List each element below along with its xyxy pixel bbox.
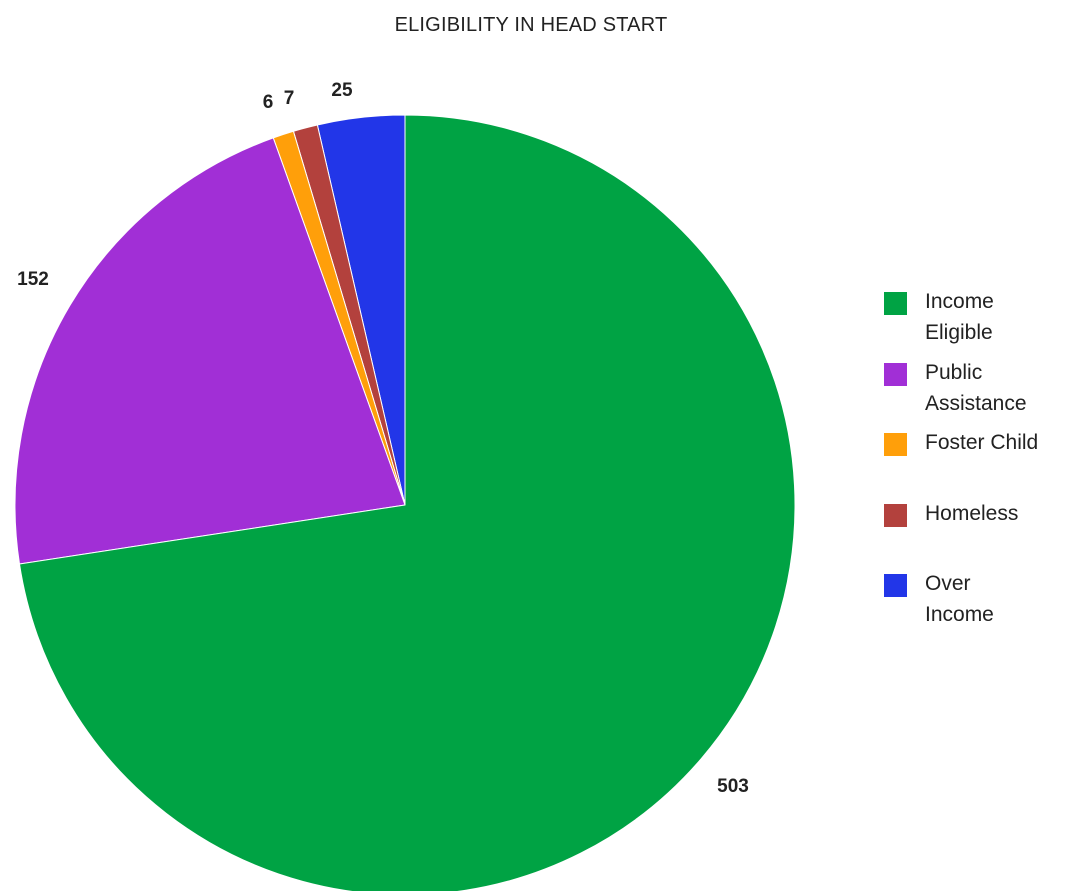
legend-item-foster-child: Foster Child: [884, 431, 1075, 458]
data-label-over-income: 25: [331, 80, 353, 101]
legend-label-line: Public: [925, 361, 983, 384]
data-label-income-eligible: 503: [717, 776, 749, 797]
legend-label-homeless: Homeless: [925, 498, 1075, 529]
data-label-homeless: 7: [284, 88, 295, 109]
data-label-public-assistance: 152: [17, 269, 49, 290]
pie-slice-income-eligible: [18, 114, 796, 891]
data-label-foster-child: 6: [263, 92, 274, 113]
legend-item-over-income: Over Income: [884, 572, 1075, 630]
legend-item-income-eligible: Income Eligible: [884, 290, 1075, 348]
chart-title: ELIGIBILITY IN HEAD START: [394, 14, 668, 36]
legend-item-homeless: Homeless: [884, 502, 1075, 529]
legend-label-line: Income: [925, 290, 994, 313]
legend-swatch-public-assistance: [884, 363, 907, 386]
legend-label-public-assistance: Public Assistance: [925, 357, 1075, 419]
pie-slices: [14, 114, 796, 891]
legend-label-foster-child: Foster Child: [925, 427, 1075, 458]
legend-label-line: Income: [925, 603, 994, 626]
legend-swatch-over-income: [884, 574, 907, 597]
legend-swatch-income-eligible: [884, 292, 907, 315]
pie-slice-public-assistance: [14, 137, 406, 565]
legend-label-line: Over: [925, 572, 971, 595]
legend-swatch-foster-child: [884, 433, 907, 456]
legend-label-line: Assistance: [925, 392, 1027, 415]
legend-label-line: Eligible: [925, 321, 993, 344]
legend-label-line: Homeless: [925, 502, 1019, 525]
legend-label-over-income: Over Income: [925, 568, 1075, 630]
legend-item-public-assistance: Public Assistance: [884, 361, 1075, 419]
legend-swatch-homeless: [884, 504, 907, 527]
pie-data-labels: 503 152 6 7 25: [17, 80, 749, 797]
legend-label-income-eligible: Income Eligible: [925, 286, 1075, 348]
legend-label-line: Foster Child: [925, 431, 1039, 454]
